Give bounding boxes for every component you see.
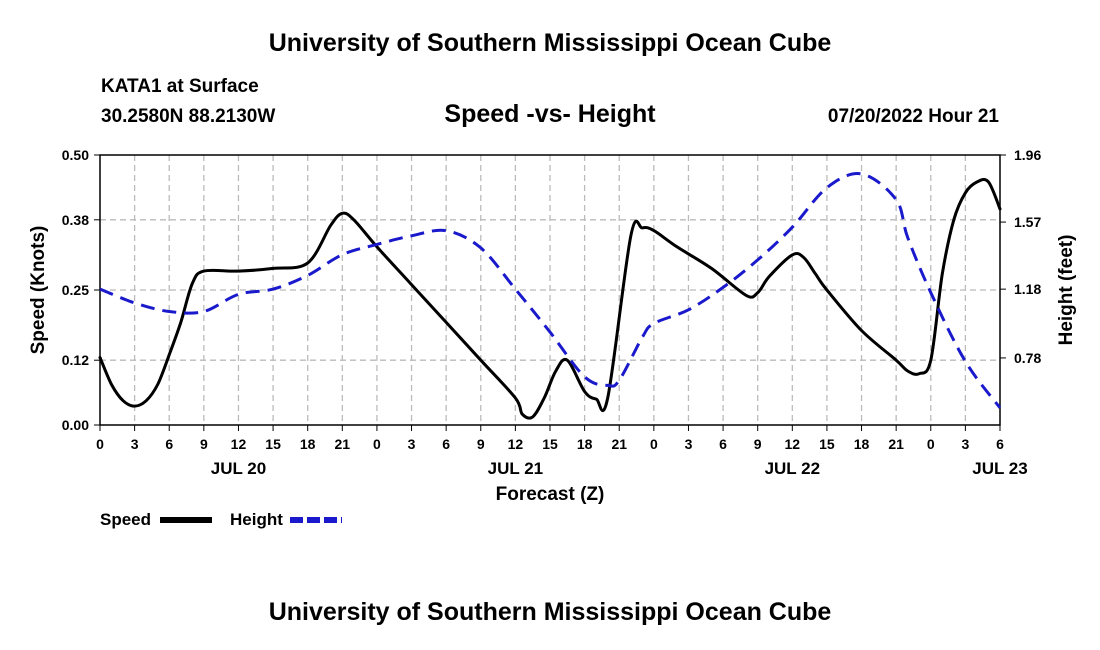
x-tick-label: 9 — [200, 436, 208, 452]
footer-title: University of Southern Mississippi Ocean… — [268, 598, 832, 626]
x-tick-label: 6 — [719, 436, 727, 452]
x-tick-label: 21 — [611, 436, 627, 452]
chart-title: University of Southern Mississippi Ocean… — [268, 29, 832, 57]
x-tick-label: 3 — [131, 436, 139, 452]
y-right-tick-label: 1.18 — [1014, 281, 1041, 297]
x-tick-label: 3 — [685, 436, 693, 452]
series-line-height — [99, 172, 1002, 409]
y-left-tick-label: 0.25 — [62, 282, 89, 298]
x-tick-label: 12 — [785, 436, 801, 452]
legend: Speed Height — [100, 510, 342, 529]
series-line-speed — [98, 178, 1002, 420]
y-right-tick-label: 0.78 — [1014, 350, 1041, 366]
forecast-datetime: 07/20/2022 Hour 21 — [827, 106, 999, 127]
legend-label-speed: Speed — [100, 510, 151, 529]
series-lines — [98, 172, 1002, 420]
grid-lines — [100, 155, 1000, 425]
x-tick-label: 6 — [165, 436, 173, 452]
x-tick-label: 15 — [542, 436, 558, 452]
y-left-tick-label: 0.38 — [62, 212, 89, 228]
date-label: JUL 22 — [765, 459, 820, 478]
y-axis-label-left: Speed (Knots) — [28, 226, 49, 355]
x-tick-label: 6 — [996, 436, 1004, 452]
x-tick-label: 0 — [927, 436, 935, 452]
station-label: KATA1 at Surface — [101, 76, 259, 97]
x-tick-label: 9 — [754, 436, 762, 452]
x-tick-label: 12 — [508, 436, 524, 452]
date-label: JUL 20 — [211, 459, 266, 478]
y-right-tick-label: 1.57 — [1014, 214, 1041, 230]
x-tick-label: 15 — [819, 436, 835, 452]
x-tick-label: 0 — [373, 436, 381, 452]
x-tick-label: 18 — [854, 436, 870, 452]
legend-label-height: Height — [230, 510, 283, 529]
x-tick-label: 3 — [408, 436, 416, 452]
x-tick-label: 6 — [442, 436, 450, 452]
station-coordinates: 30.2580N 88.2130W — [101, 106, 276, 127]
y-right-tick-label: 1.96 — [1014, 147, 1041, 163]
y-axis-label-right: Height (feet) — [1056, 235, 1077, 346]
x-axis-label: Forecast (Z) — [496, 484, 605, 505]
chart-subtitle: Speed -vs- Height — [444, 100, 656, 128]
axis-ticks: 0 3 6 9 12 15 18 21 0 3 6 9 12 15 18 21 0 3 6 9 12 15 18 21 0 3 6 J… — [62, 147, 1042, 478]
x-tick-label: 0 — [96, 436, 104, 452]
x-tick-label: 3 — [961, 436, 969, 452]
x-tick-label: 21 — [888, 436, 904, 452]
date-label: JUL 21 — [488, 459, 543, 478]
x-tick-label: 18 — [300, 436, 316, 452]
x-tick-label: 0 — [650, 436, 658, 452]
x-tick-label: 15 — [265, 436, 281, 452]
x-tick-label: 18 — [577, 436, 593, 452]
x-tick-label: 12 — [231, 436, 247, 452]
y-left-tick-label: 0.12 — [62, 352, 89, 368]
x-tick-label: 9 — [477, 436, 485, 452]
date-label: JUL 23 — [972, 459, 1027, 478]
y-left-tick-label: 0.50 — [62, 147, 89, 163]
y-left-tick-label: 0.00 — [62, 417, 89, 433]
x-tick-label: 21 — [335, 436, 351, 452]
